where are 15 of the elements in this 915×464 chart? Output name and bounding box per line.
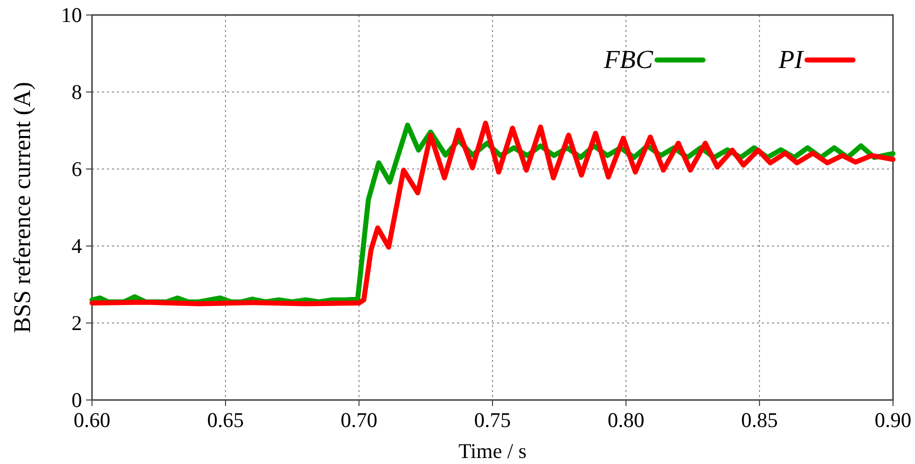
x-tick-label: 0.90: [874, 408, 912, 432]
x-tick-label: 0.70: [340, 408, 378, 432]
y-tick-label: 4: [72, 234, 82, 258]
y-tick-label: 8: [72, 80, 82, 104]
x-axis-title: Time / s: [458, 439, 527, 463]
legend-label: PI: [777, 45, 804, 74]
x-tick-label: 0.80: [608, 408, 644, 432]
legend-label: FBC: [602, 45, 654, 74]
x-tick-label: 0.65: [207, 408, 244, 432]
y-tick-label: 10: [61, 3, 82, 27]
x-tick-label: 0.75: [474, 408, 511, 432]
x-tick-label: 0.85: [741, 408, 778, 432]
y-axis-title: BSS reference current (A): [10, 82, 36, 334]
y-tick-label: 6: [72, 157, 82, 181]
y-tick-label: 2: [72, 311, 82, 335]
